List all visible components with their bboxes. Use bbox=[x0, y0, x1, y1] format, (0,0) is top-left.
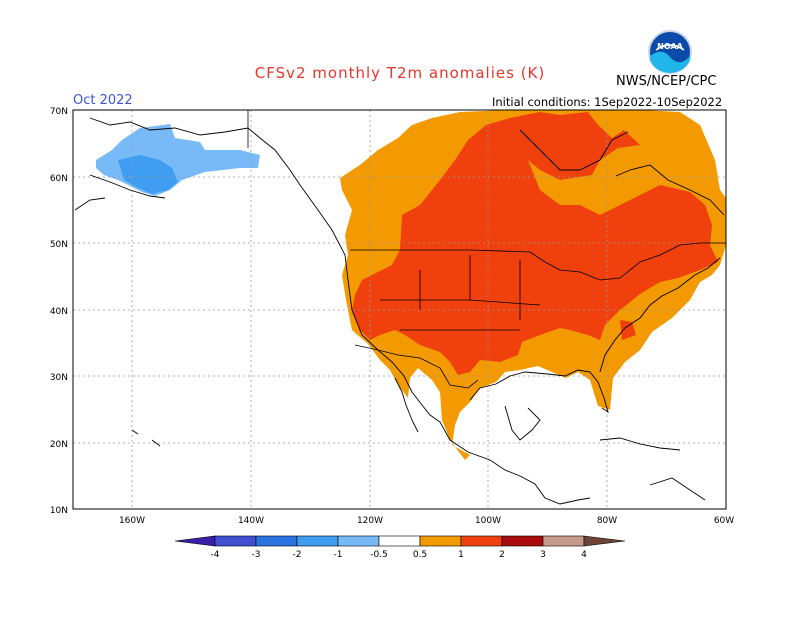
colorbar-upper-arrow bbox=[583, 535, 626, 547]
lat-label: 40N bbox=[50, 307, 68, 317]
lat-label: 20N bbox=[50, 440, 68, 450]
colorbar-label: 1 bbox=[458, 550, 464, 560]
lon-label: 80W bbox=[597, 516, 617, 526]
colorbar-labels: -4 -3 -2 -1 -0.5 0.5 1 2 3 4 bbox=[211, 550, 588, 560]
lat-label: 10N bbox=[50, 506, 68, 516]
forecast-month: Oct 2022 bbox=[73, 93, 133, 108]
colorbar-label: -0.5 bbox=[370, 550, 388, 560]
colorbar-swatch bbox=[255, 535, 298, 547]
anomaly-field-warm-strong bbox=[352, 112, 718, 375]
lon-label: 120W bbox=[357, 516, 383, 526]
political-borders bbox=[247, 110, 726, 389]
lat-label: 30N bbox=[50, 373, 68, 383]
map-title: CFSv2 monthly T2m anomalies (K) bbox=[254, 64, 546, 82]
colorbar-label: 0.5 bbox=[413, 550, 427, 560]
colorbar-label: -2 bbox=[293, 550, 302, 560]
colorbar-swatch bbox=[337, 535, 380, 547]
lon-tick-labels: 160W 140W 120W 100W 80W 60W bbox=[119, 516, 734, 526]
colorbar-label: 3 bbox=[540, 550, 546, 560]
colorbar bbox=[174, 535, 626, 547]
colorbar-label: -4 bbox=[211, 550, 220, 560]
lon-label: 60W bbox=[714, 516, 734, 526]
colorbar-swatch bbox=[378, 535, 421, 547]
lat-tick-labels: 70N 60N 50N 40N 30N 20N 10N bbox=[50, 107, 68, 516]
lon-label: 160W bbox=[119, 516, 145, 526]
noaa-logo-text: NOAA bbox=[657, 42, 683, 51]
colorbar-label: -1 bbox=[334, 550, 343, 560]
colorbar-swatch bbox=[296, 535, 339, 547]
colorbar-swatch bbox=[419, 535, 462, 547]
lat-label: 50N bbox=[50, 240, 68, 250]
agency-label: NWS/NCEP/CPC bbox=[616, 74, 717, 89]
colorbar-lower-arrow bbox=[174, 535, 216, 547]
colorbar-label: 4 bbox=[581, 550, 587, 560]
noaa-logo: NOAA bbox=[648, 30, 692, 74]
initial-conditions: Initial conditions: 1Sep2022-10Sep2022 bbox=[492, 95, 723, 109]
coastlines bbox=[74, 117, 725, 505]
colorbar-swatch bbox=[460, 535, 503, 547]
lat-label: 60N bbox=[50, 174, 68, 184]
lat-label: 70N bbox=[50, 107, 68, 117]
anomaly-field-cool-strong bbox=[118, 155, 178, 194]
colorbar-label: 2 bbox=[499, 550, 505, 560]
colorbar-swatch bbox=[214, 535, 257, 547]
graticule bbox=[73, 110, 726, 509]
colorbar-label: -3 bbox=[252, 550, 261, 560]
lon-label: 100W bbox=[475, 516, 501, 526]
lon-label: 140W bbox=[238, 516, 264, 526]
colorbar-swatch bbox=[501, 535, 544, 547]
colorbar-swatch bbox=[542, 535, 585, 547]
map-frame bbox=[72, 109, 727, 510]
